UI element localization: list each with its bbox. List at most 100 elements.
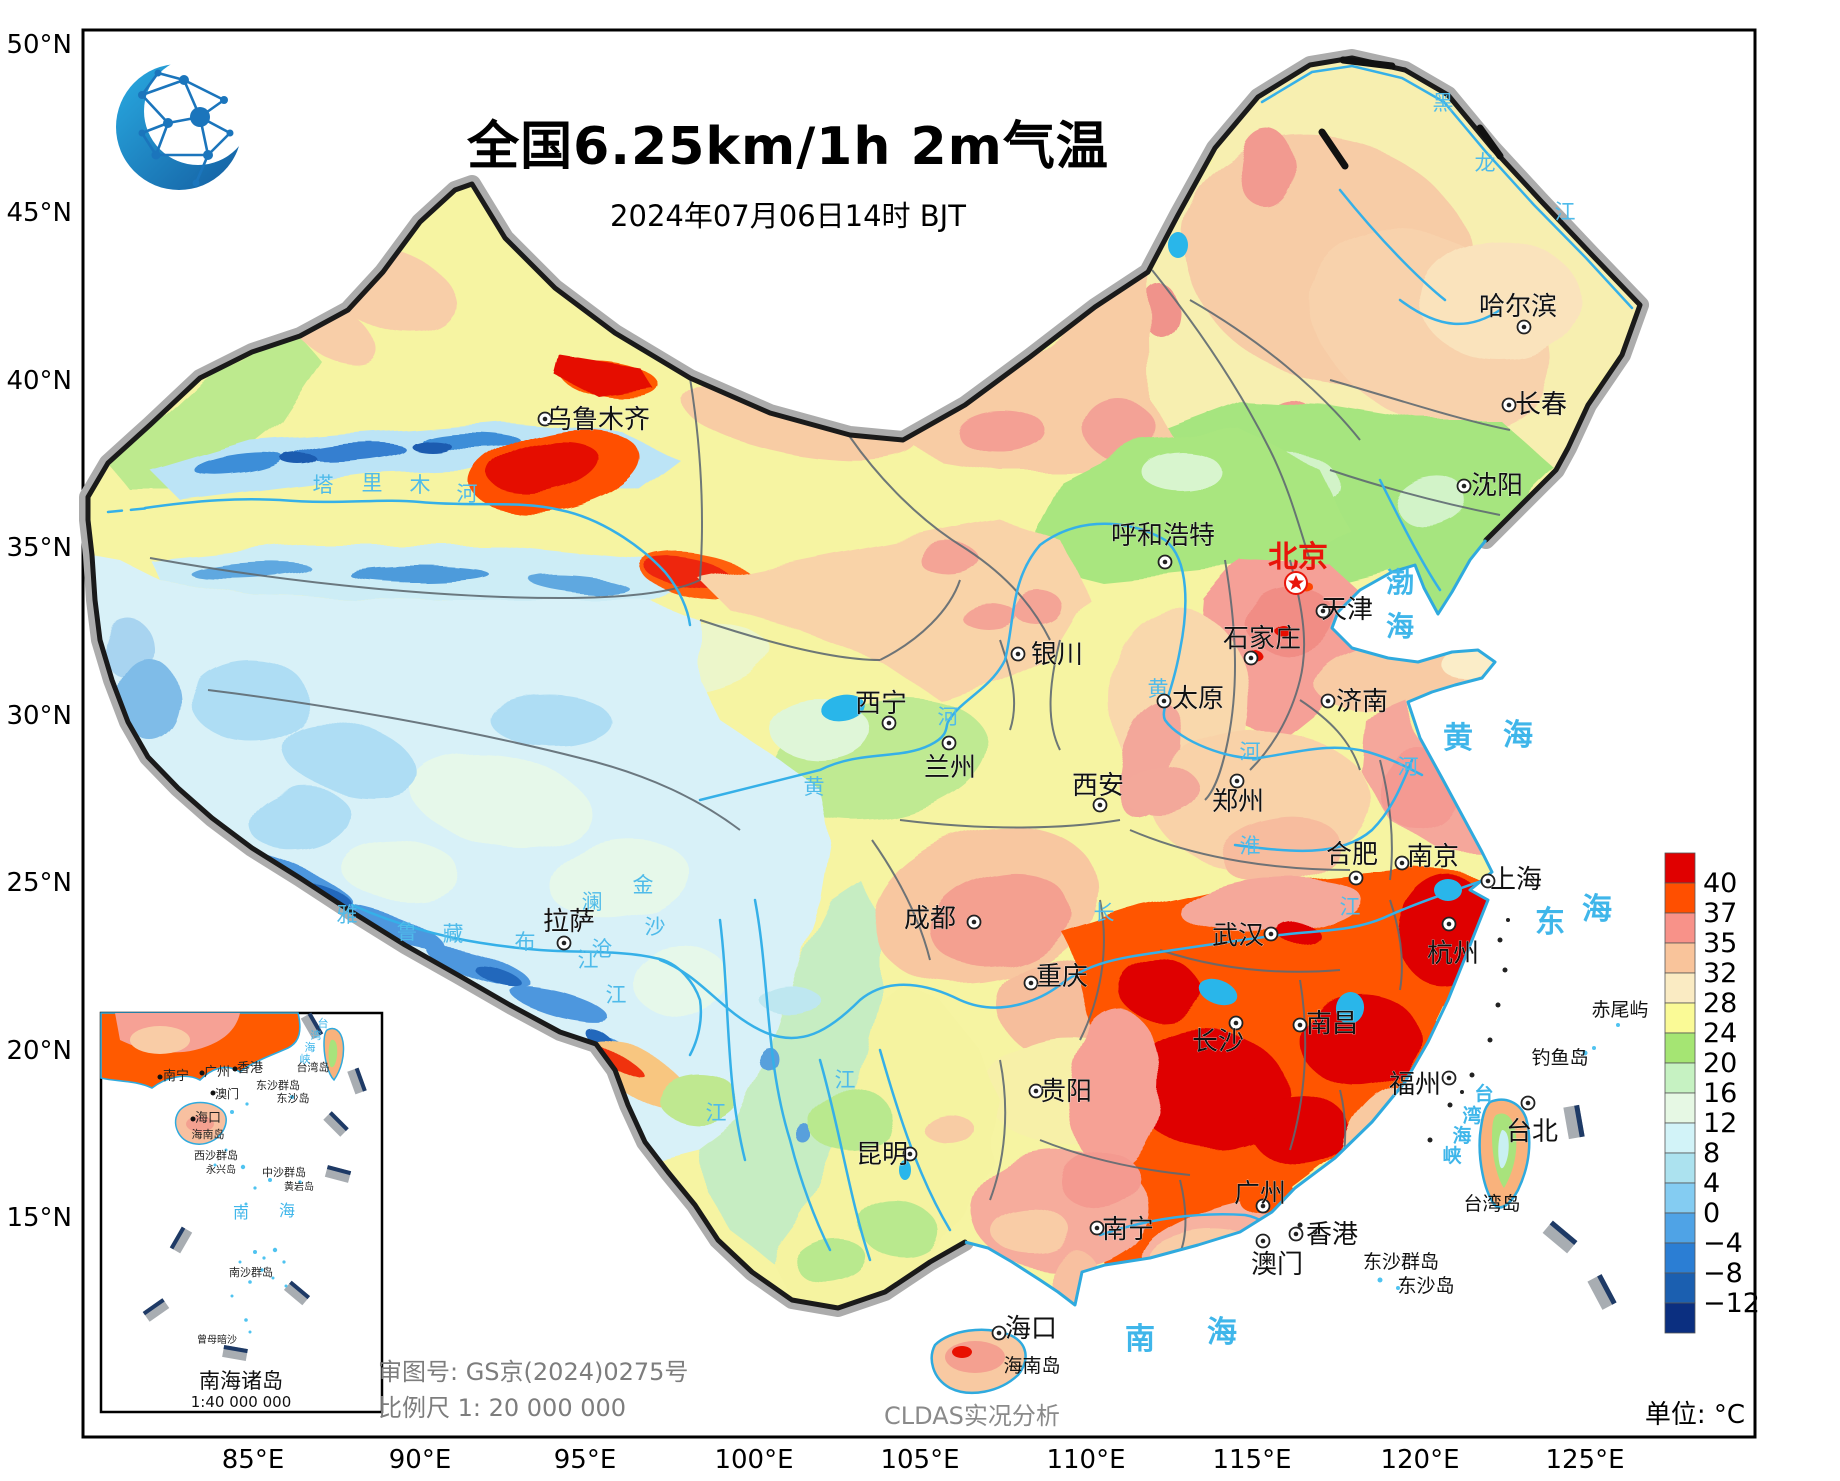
city-西安: 西安 [1072,771,1124,813]
river-label: 江 [1555,200,1576,224]
river-label: 鲁 [397,920,418,944]
city-广州: 广州 [1234,1179,1286,1214]
inset-label: 南 [233,1203,249,1222]
river-label: 江 [606,983,627,1007]
sea-label: 峡 [1442,1144,1462,1167]
city-label: 长春 [1515,390,1567,420]
city-label: 乌鲁木齐 [546,405,650,435]
colorbar-value: 8 [1703,1138,1720,1169]
city-合肥: 合肥 [1326,840,1378,886]
inset-label: 台湾岛 [297,1060,330,1074]
city-marker-dot [1094,1225,1100,1231]
city-marker-dot [1399,860,1405,866]
city-marker-dot [1162,559,1168,565]
inset-label: 台 [318,1016,329,1030]
city-marker-dot [1446,1075,1452,1081]
island-label: 东沙岛 [1397,1275,1454,1297]
inset-dashline [142,1012,367,1361]
review-number: 审图号: GS京(2024)0275号 [378,1358,689,1386]
city-marker-dot [996,1330,1002,1336]
city-marker-dot [1233,1020,1239,1026]
city-乌鲁木齐: 乌鲁木齐 [537,405,650,435]
country-border [85,55,1643,1311]
city-福州: 福州 [1389,1070,1457,1100]
city-北京: 北京 [1268,540,1328,595]
colorbar-value: 24 [1703,1018,1737,1049]
city-昆明: 昆明 [856,1140,918,1170]
river-label: 藏 [443,922,464,946]
colorbar-swatch [1664,1032,1696,1064]
inset-label: 西沙群岛 [194,1148,238,1162]
city-label: 天津 [1321,595,1373,625]
island-label: 海南岛 [1003,1355,1060,1377]
river-label: 金 [633,873,654,897]
lon-tick-label: 95°E [554,1445,617,1475]
river-label: 沙 [645,915,666,939]
lon-tick-label: 85°E [222,1445,285,1475]
river-label: 河 [1398,755,1419,779]
inset-label: 海 [305,1040,316,1054]
city-label: 北京 [1268,540,1328,575]
city-香港: 香港 [1288,1220,1358,1250]
inset-scale: 1:40 000 000 [191,1393,291,1411]
river-label: 黄 [804,775,825,799]
scale-text: 比例尺 1: 20 000 000 [378,1394,627,1422]
inset-label: 海南岛 [192,1127,225,1141]
lat-tick-label: 15°N [6,1203,72,1233]
city-哈尔滨: 哈尔滨 [1479,292,1557,335]
colorbar-value: 32 [1703,958,1737,989]
colorbar-value: 35 [1703,928,1737,959]
inset-label: 香港 [237,1061,263,1076]
colorbar-value: −8 [1703,1258,1743,1289]
city-label: 西宁 [855,689,907,719]
city-拉萨: 拉萨 [543,907,595,951]
city-marker-dot [561,940,567,946]
inset-title: 南海诸岛 [199,1369,283,1393]
colorbar-swatch [1664,1242,1696,1274]
lat-tick-label: 40°N [6,366,72,396]
sea-label: 台 [1474,1082,1493,1105]
colorbar-value: 37 [1703,898,1737,929]
city-上海: 上海 [1480,865,1542,895]
lon-tick-label: 90°E [389,1445,452,1475]
city-marker-dot [1353,875,1359,881]
inset-label: 东沙岛 [277,1091,310,1105]
inset-label: 永兴岛 [206,1163,236,1176]
rivers [106,64,1634,1262]
city-label: 银川 [1031,640,1083,670]
sea-label: 海 [1386,610,1414,643]
lon-tick-label: 110°E [1046,1445,1125,1475]
city-银川: 银川 [1010,640,1083,670]
city-沈阳: 沈阳 [1456,471,1523,501]
lat-tick-label: 30°N [6,701,72,731]
river-label: 长 [1094,901,1115,925]
colorbar-value: −4 [1703,1228,1743,1259]
capital-star-icon [1288,575,1304,590]
inset-label: 南沙群岛 [229,1265,273,1279]
city-label: 成都 [904,904,956,934]
colorbar-swatch [1664,972,1696,1004]
inset-label: 南宁 [163,1068,189,1084]
colorbar-swatch [1664,942,1696,974]
inset-label: 中沙群岛 [262,1165,306,1179]
city-label: 福州 [1389,1070,1441,1100]
river-label: 沧 [592,937,613,961]
colorbar-swatch [1664,1272,1696,1304]
river-label: 淮 [1240,834,1261,858]
city-marker-dot [1015,651,1021,657]
river-label: 河 [1240,740,1261,764]
city-marker-dot [1248,655,1254,661]
city-label: 杭州 [1427,939,1479,969]
sea-label: 海 [1452,1124,1471,1147]
city-label: 昆明 [856,1140,908,1170]
river-label: 河 [938,705,959,729]
inset-label: 黄岩岛 [284,1180,314,1193]
hainan-island [930,1328,1027,1395]
coastline [964,539,1497,1307]
colorbar-swatch [1664,1182,1696,1214]
river-label: 河 [457,482,478,506]
city-label: 拉萨 [543,907,595,937]
